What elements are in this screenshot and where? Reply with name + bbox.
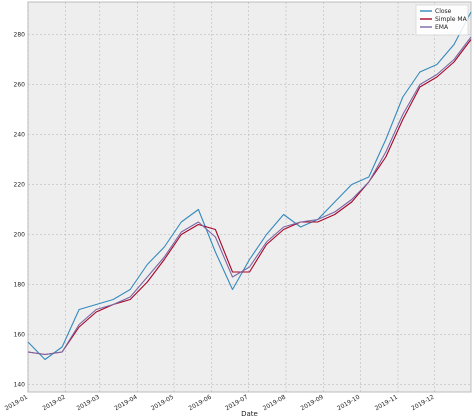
y-tick-label: 280: [14, 32, 26, 39]
plot-area: [27, 1, 472, 393]
y-tick-label: 180: [14, 282, 26, 289]
legend-box: [415, 4, 469, 36]
series-line-close: [27, 11, 472, 361]
x-axis-label: Date: [241, 410, 258, 418]
y-tick-label: 220: [14, 182, 26, 189]
y-tick-label: 160: [14, 332, 26, 339]
y-tick-label: 240: [14, 132, 26, 139]
y-tick-label: 260: [14, 82, 26, 89]
series-lines: [27, 11, 472, 361]
series-line-ema: [27, 36, 472, 356]
y-tick-label: 140: [14, 382, 26, 389]
y-tick-label: 200: [14, 232, 26, 239]
y-axis-ticks: 140 160 180 200 220 240 260 280: [14, 32, 26, 389]
legend-label-simple-ma: Simple MA: [435, 16, 468, 23]
legend-label-ema: EMA: [435, 24, 449, 31]
series-line-simple-ma: [27, 39, 472, 356]
grid-lines: [27, 2, 471, 392]
legend-label-close: Close: [435, 8, 452, 15]
